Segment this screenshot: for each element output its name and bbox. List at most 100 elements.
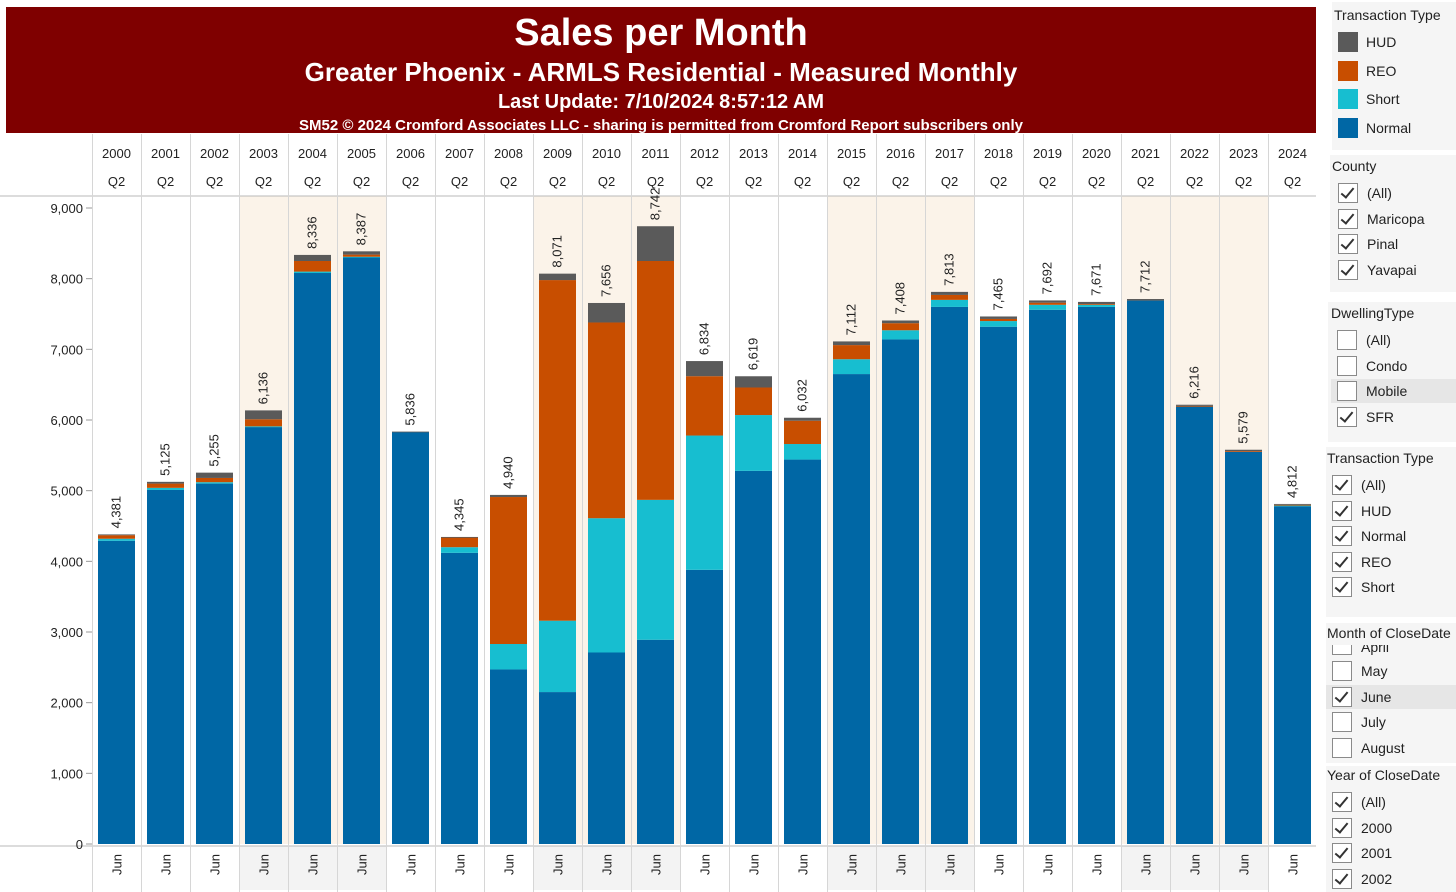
filter-option-county[interactable]: Maricopa [1332, 207, 1456, 231]
month-label-2004: Jun [306, 854, 321, 875]
filter-option-month[interactable]: May [1326, 659, 1456, 683]
filter-option-transaction[interactable]: HUD [1326, 499, 1456, 523]
filter-option-transaction[interactable]: Normal [1326, 524, 1456, 548]
filter-option-county[interactable]: (All) [1332, 181, 1456, 205]
checkbox[interactable] [1332, 500, 1352, 521]
filter-option-transaction[interactable]: (All) [1326, 473, 1456, 497]
filter-option-transaction[interactable]: Short [1326, 575, 1456, 599]
y-tick-label: 9,000 [50, 201, 83, 216]
title-banner: Sales per Month Greater Phoenix - ARMLS … [6, 7, 1316, 134]
filter-option-month[interactable]: July [1326, 710, 1456, 734]
checkbox[interactable] [1332, 843, 1352, 863]
checkbox[interactable] [1332, 712, 1352, 732]
filter-option-dwelling[interactable]: Condo [1331, 354, 1456, 378]
checkbox[interactable] [1332, 475, 1352, 495]
bar-reo-2009 [539, 280, 576, 621]
checkbox[interactable] [1332, 792, 1352, 812]
filter-option-county[interactable]: Pinal [1332, 232, 1456, 256]
month-cell-shade [827, 846, 876, 890]
checkbox[interactable] [1337, 330, 1357, 350]
checkbox[interactable] [1332, 526, 1352, 546]
filter-option-label: July [1361, 714, 1386, 730]
bar-short-2002 [196, 482, 233, 484]
filter-title: Month of CloseDate [1327, 625, 1451, 641]
checkbox[interactable] [1337, 355, 1357, 376]
checkbox[interactable] [1338, 234, 1358, 254]
month-label-2002: Jun [208, 854, 223, 875]
legend-swatch [1338, 89, 1358, 109]
checkbox[interactable] [1332, 686, 1352, 707]
filter-option-year[interactable]: 2002 [1326, 867, 1456, 891]
bar-reo-2008 [490, 497, 527, 645]
checkbox[interactable] [1332, 577, 1352, 597]
bar-normal-2021 [1127, 300, 1164, 844]
filter-option-label: 2001 [1361, 845, 1393, 861]
checkbox[interactable] [1337, 381, 1357, 401]
bar-hud-2015 [833, 341, 870, 346]
checkbox[interactable] [1332, 551, 1352, 572]
total-label-2022: 6,216 [1187, 366, 1202, 399]
filter-title: County [1332, 158, 1377, 174]
checkbox[interactable] [1332, 661, 1352, 681]
bar-normal-2019 [1029, 309, 1066, 844]
filter-option-year[interactable]: (All) [1326, 790, 1456, 814]
filter-option-label: Condo [1366, 357, 1408, 374]
total-label-2013: 6,619 [746, 338, 761, 371]
filter-option-dwelling[interactable]: Mobile [1331, 379, 1456, 403]
legend-label: HUD [1366, 34, 1397, 50]
quarter-header-2004: Q2 [304, 174, 321, 189]
bar-reo-2000 [98, 535, 135, 539]
filter-option-county[interactable]: Yavapai [1332, 258, 1456, 282]
bar-hud-2002 [196, 472, 233, 478]
y-tick-label: 1,000 [50, 766, 83, 781]
checkbox[interactable] [1332, 645, 1352, 655]
quarter-header-2000: Q2 [108, 174, 125, 189]
bar-hud-2022 [1176, 404, 1213, 406]
month-label-2012: Jun [698, 854, 713, 875]
filter-option-dwelling[interactable]: SFR [1331, 405, 1456, 429]
bar-hud-2019 [1029, 300, 1066, 303]
total-label-2002: 5,255 [207, 434, 222, 467]
month-label-2020: Jun [1090, 854, 1105, 875]
total-label-2011: 8,742 [648, 188, 663, 221]
bar-normal-2005 [343, 257, 380, 844]
year-header-2003: 2003 [249, 146, 278, 161]
checkbox[interactable] [1332, 817, 1352, 838]
filter-option-year[interactable]: 2001 [1326, 841, 1456, 865]
month-cell-shade [1121, 846, 1170, 890]
chart-title: Sales per Month [514, 12, 808, 54]
bar-short-2009 [539, 620, 576, 693]
total-label-2007: 4,345 [452, 498, 467, 531]
checkbox[interactable] [1338, 183, 1358, 203]
bar-hud-2013 [735, 376, 772, 388]
filter-option-label: June [1361, 688, 1392, 705]
bar-short-2000 [98, 538, 135, 541]
filter-option-year[interactable]: 2000 [1326, 816, 1456, 840]
filter-option-label: August [1361, 739, 1405, 756]
checkbox[interactable] [1338, 259, 1358, 280]
filter-option-label: SFR [1366, 408, 1394, 425]
filter-option-month[interactable]: June [1326, 684, 1456, 709]
quarter-header-2005: Q2 [353, 174, 370, 189]
bar-normal-2013 [735, 470, 772, 844]
checkbox[interactable] [1332, 868, 1352, 889]
filter-option-month[interactable]: August [1326, 736, 1456, 760]
bar-hud-2012 [686, 361, 723, 377]
total-label-2009: 8,071 [550, 235, 565, 268]
checkbox[interactable] [1338, 208, 1358, 229]
checkbox[interactable] [1337, 406, 1357, 427]
filter-option-month[interactable]: April [1326, 645, 1456, 655]
bar-reo-2004 [294, 261, 331, 272]
filter-option-label: Normal [1361, 528, 1407, 544]
month-label-2024: Jun [1286, 854, 1301, 875]
bar-hud-2009 [539, 273, 576, 281]
month-label-2014: Jun [796, 854, 811, 875]
bar-hud-2024 [1274, 503, 1311, 505]
filter-option-transaction[interactable]: REO [1326, 550, 1456, 574]
bar-reo-2013 [735, 387, 772, 416]
year-header-2004: 2004 [298, 146, 327, 161]
checkbox[interactable] [1332, 737, 1352, 758]
bar-hud-2001 [147, 481, 184, 484]
filter-option-dwelling[interactable]: (All) [1331, 328, 1456, 352]
bar-reo-2024 [1274, 504, 1311, 506]
